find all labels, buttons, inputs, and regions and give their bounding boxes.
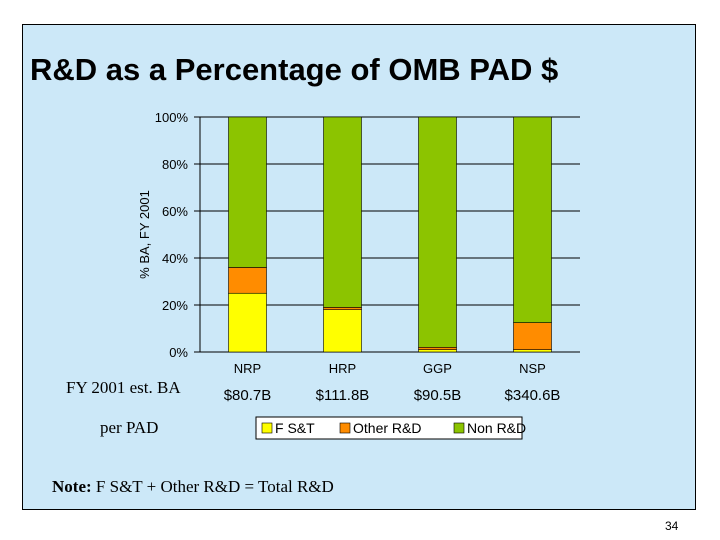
y-tick-label: 80% — [162, 157, 188, 172]
y-tick-label: 0% — [169, 345, 188, 360]
bar-nsp-non-r-d — [513, 116, 552, 323]
y-axis-label: % BA, FY 2001 — [137, 190, 152, 279]
page-number: 34 — [665, 519, 679, 533]
x-tick-label: GGP — [423, 361, 452, 376]
legend-swatch-non-r-d — [453, 422, 465, 434]
fy-budget-label: FY 2001 est. BA — [66, 378, 181, 397]
x-tick-label: HRP — [329, 361, 356, 376]
slide-title: R&D as a Percentage of OMB PAD $ — [30, 52, 559, 87]
y-tick-label: 20% — [162, 298, 188, 313]
bar-hrp-other-r-d — [323, 307, 362, 311]
bar-ggp-other-r-d — [418, 346, 457, 350]
legend-label-f-s-t: F S&T — [275, 420, 315, 436]
legend-swatch-f-s-t — [261, 422, 273, 434]
legend-label-non-r-d: Non R&D — [467, 420, 526, 436]
note-text: F S&T + Other R&D = Total R&D — [95, 477, 334, 496]
per-pad-label: per PAD — [100, 418, 159, 437]
y-tick-label: 40% — [162, 251, 188, 266]
x-tick-amount: $80.7B — [224, 387, 272, 404]
bar-hrp-non-r-d — [323, 116, 362, 308]
x-tick-label: NRP — [234, 361, 261, 376]
bar-nrp-other-r-d — [228, 267, 267, 294]
bar-nrp-f-s-t — [228, 292, 267, 353]
footnote: Note: F S&T + Other R&D = Total R&D — [52, 477, 334, 497]
y-tick-label: 60% — [162, 204, 188, 219]
x-tick-amount: $90.5B — [414, 387, 462, 404]
legend-box — [255, 416, 523, 440]
x-tick-amount: $340.6B — [505, 387, 561, 404]
legend-label-other-r-d: Other R&D — [353, 420, 421, 436]
bar-ggp-f-s-t — [418, 349, 457, 353]
legend-swatch-other-r-d — [339, 422, 351, 434]
bar-nrp-non-r-d — [228, 116, 267, 268]
y-tick-label: 100% — [155, 110, 189, 125]
bar-ggp-non-r-d — [418, 116, 457, 348]
x-tick-amount: $111.8B — [316, 387, 370, 404]
x-tick-label: NSP — [519, 361, 546, 376]
bar-nsp-other-r-d — [513, 322, 552, 350]
bar-hrp-f-s-t — [323, 309, 362, 353]
bar-nsp-f-s-t — [513, 349, 552, 353]
note-label: Note: — [52, 477, 92, 496]
